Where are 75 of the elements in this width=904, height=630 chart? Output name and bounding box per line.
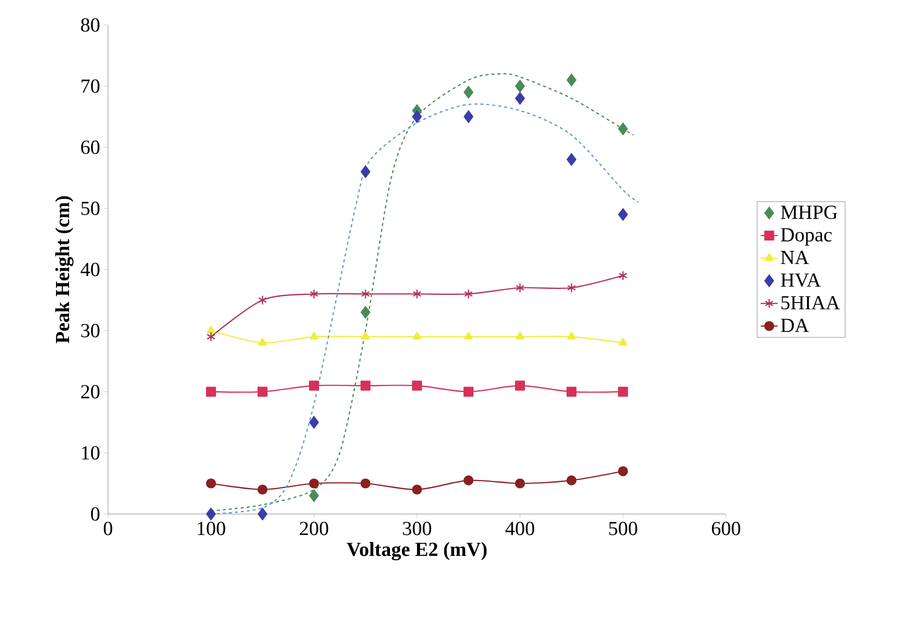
point bbox=[412, 484, 422, 495]
point bbox=[412, 288, 422, 299]
legend-label: MHPG bbox=[780, 206, 838, 220]
y-tick-label: 20 bbox=[81, 385, 100, 398]
point bbox=[516, 332, 524, 340]
point bbox=[309, 489, 319, 502]
point bbox=[309, 478, 319, 488]
point bbox=[360, 478, 370, 488]
point bbox=[464, 86, 474, 99]
x-tick-label: 200 bbox=[300, 522, 328, 536]
point bbox=[567, 282, 576, 293]
point bbox=[566, 73, 576, 87]
legend-label: Dopac bbox=[780, 228, 832, 246]
point bbox=[258, 295, 267, 306]
point bbox=[464, 386, 474, 397]
point bbox=[412, 380, 422, 391]
legend-label: DA bbox=[780, 318, 809, 332]
y-tick-label: 30 bbox=[81, 324, 100, 338]
point bbox=[310, 332, 318, 340]
x-tick-label: 400 bbox=[505, 522, 534, 536]
point bbox=[361, 288, 370, 299]
point bbox=[566, 386, 576, 397]
point bbox=[464, 475, 474, 486]
point bbox=[258, 338, 267, 346]
point bbox=[618, 208, 628, 222]
point bbox=[516, 282, 524, 293]
point bbox=[206, 507, 216, 521]
point bbox=[360, 165, 370, 178]
point bbox=[515, 380, 525, 391]
point bbox=[618, 338, 628, 346]
legend-label: HVA bbox=[780, 273, 821, 287]
y-tick-label: 60 bbox=[81, 140, 100, 154]
x-tick-label: 0 bbox=[104, 522, 112, 536]
x-tick-label: 300 bbox=[403, 522, 432, 536]
point bbox=[618, 466, 628, 476]
point bbox=[360, 380, 370, 391]
y-tick-label: 10 bbox=[82, 446, 100, 460]
point bbox=[566, 475, 576, 486]
point bbox=[206, 326, 216, 334]
point bbox=[412, 332, 422, 340]
y-axis-title: Peak Height (cm) bbox=[55, 196, 74, 344]
point bbox=[206, 386, 216, 397]
x-tick-label: 100 bbox=[198, 522, 226, 536]
point bbox=[515, 92, 525, 105]
legend-label: NA bbox=[780, 250, 809, 264]
point bbox=[258, 484, 268, 495]
point bbox=[464, 332, 473, 340]
y-tick-label: 40 bbox=[80, 262, 100, 276]
point bbox=[566, 152, 576, 166]
point bbox=[464, 288, 473, 299]
point bbox=[206, 478, 216, 488]
point bbox=[515, 478, 525, 488]
point bbox=[258, 386, 268, 397]
point bbox=[618, 386, 628, 397]
point bbox=[206, 332, 216, 342]
point bbox=[464, 110, 474, 124]
x-axis-title: Voltage E2 (mV) bbox=[346, 542, 487, 560]
point bbox=[310, 288, 318, 299]
point bbox=[361, 332, 370, 340]
point bbox=[258, 507, 268, 521]
point bbox=[618, 270, 628, 281]
point bbox=[618, 122, 628, 136]
point bbox=[309, 380, 319, 391]
y-tick-label: 50 bbox=[81, 202, 100, 216]
legend-label: 5HIAA bbox=[781, 296, 840, 310]
point bbox=[309, 416, 319, 429]
x-tick-label: 600 bbox=[712, 522, 740, 536]
point bbox=[515, 80, 525, 93]
y-tick-label: 0 bbox=[91, 507, 100, 521]
y-tick-label: 80 bbox=[81, 18, 100, 32]
point bbox=[567, 332, 576, 340]
point bbox=[360, 306, 370, 319]
y-tick-label: 70 bbox=[82, 79, 100, 93]
x-tick-label: 500 bbox=[609, 522, 638, 536]
point bbox=[412, 110, 422, 124]
